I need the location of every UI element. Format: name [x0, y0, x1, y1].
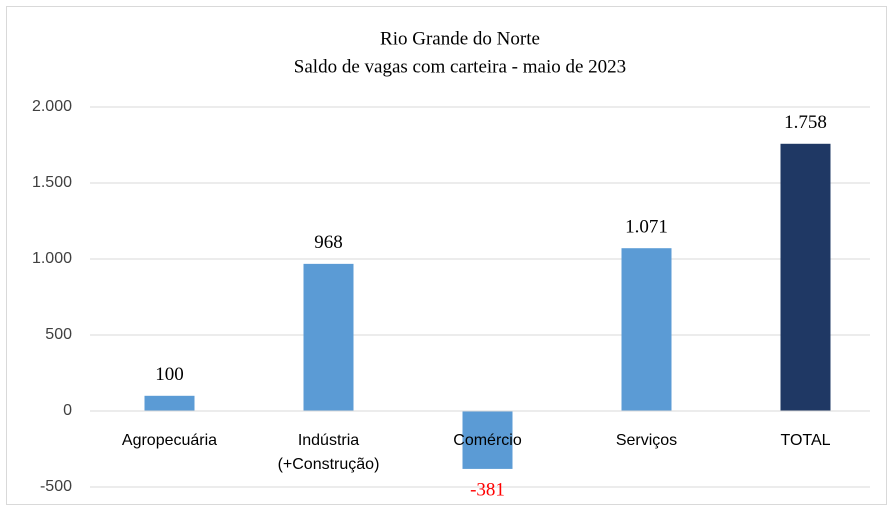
chart-subtitle: Saldo de vagas com carteira - maio de 20… [294, 56, 626, 77]
chart-border [6, 6, 887, 505]
y-tick-label: 1.500 [32, 174, 72, 191]
y-tick-label: 1.000 [32, 250, 72, 267]
y-tick-label: 2.000 [32, 98, 72, 115]
x-tick-label: Indústria (+Construção) [278, 432, 380, 473]
data-label: 1.758 [784, 112, 827, 133]
x-tick-label: Serviços [616, 432, 677, 449]
y-tick-label: 0 [63, 402, 72, 419]
x-tick-label: TOTAL [780, 432, 830, 449]
chart-title: Rio Grande do Norte [380, 28, 540, 49]
data-label: 100 [155, 364, 184, 385]
bar [780, 143, 831, 411]
y-tick-label: 500 [45, 326, 72, 343]
y-tick-label: -500 [40, 478, 72, 495]
data-label: 968 [314, 232, 343, 253]
bar [303, 263, 354, 411]
data-label: -381 [470, 479, 505, 500]
x-tick-label: Comércio [453, 432, 522, 449]
x-tick-label: Agropecuária [122, 432, 217, 449]
data-label: 1.071 [625, 217, 668, 238]
bar [621, 248, 672, 411]
bar [144, 395, 195, 411]
bar [462, 411, 513, 469]
